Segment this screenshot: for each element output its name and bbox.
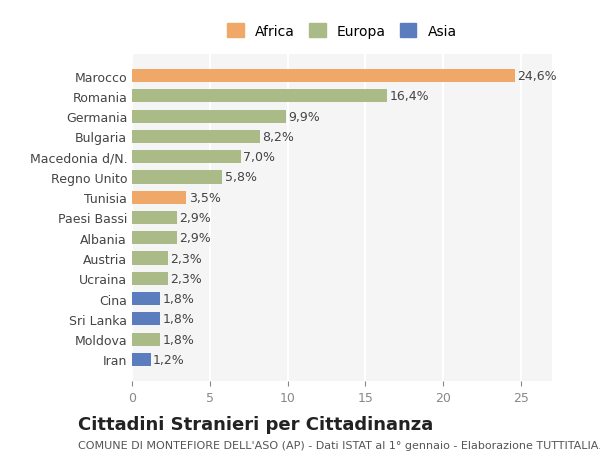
Text: 2,9%: 2,9% <box>179 212 211 224</box>
Text: 9,9%: 9,9% <box>289 111 320 123</box>
Text: 1,2%: 1,2% <box>153 353 185 366</box>
Bar <box>132 313 160 326</box>
Text: 16,4%: 16,4% <box>389 90 429 103</box>
Bar <box>132 212 177 224</box>
Text: COMUNE DI MONTEFIORE DELL'ASO (AP) - Dati ISTAT al 1° gennaio - Elaborazione TUT: COMUNE DI MONTEFIORE DELL'ASO (AP) - Dat… <box>78 440 600 450</box>
Bar <box>132 151 241 164</box>
Text: 24,6%: 24,6% <box>517 70 557 83</box>
Text: 1,8%: 1,8% <box>163 313 194 325</box>
Text: 2,3%: 2,3% <box>170 272 202 285</box>
Bar <box>132 272 168 285</box>
Bar <box>132 333 160 346</box>
Bar <box>132 110 286 123</box>
Bar <box>132 130 260 144</box>
Legend: Africa, Europa, Asia: Africa, Europa, Asia <box>223 20 461 43</box>
Text: 7,0%: 7,0% <box>243 151 275 164</box>
Bar <box>132 232 177 245</box>
Bar <box>132 70 515 83</box>
Bar <box>132 90 387 103</box>
Text: Cittadini Stranieri per Cittadinanza: Cittadini Stranieri per Cittadinanza <box>78 415 433 433</box>
Text: 2,9%: 2,9% <box>179 232 211 245</box>
Bar <box>132 353 151 366</box>
Text: 3,5%: 3,5% <box>189 191 221 204</box>
Bar <box>132 171 222 184</box>
Bar <box>132 191 187 204</box>
Text: 5,8%: 5,8% <box>224 171 257 184</box>
Text: 2,3%: 2,3% <box>170 252 202 265</box>
Bar <box>132 292 160 306</box>
Text: 1,8%: 1,8% <box>163 333 194 346</box>
Text: 1,8%: 1,8% <box>163 292 194 305</box>
Bar <box>132 252 168 265</box>
Text: 8,2%: 8,2% <box>262 131 294 144</box>
